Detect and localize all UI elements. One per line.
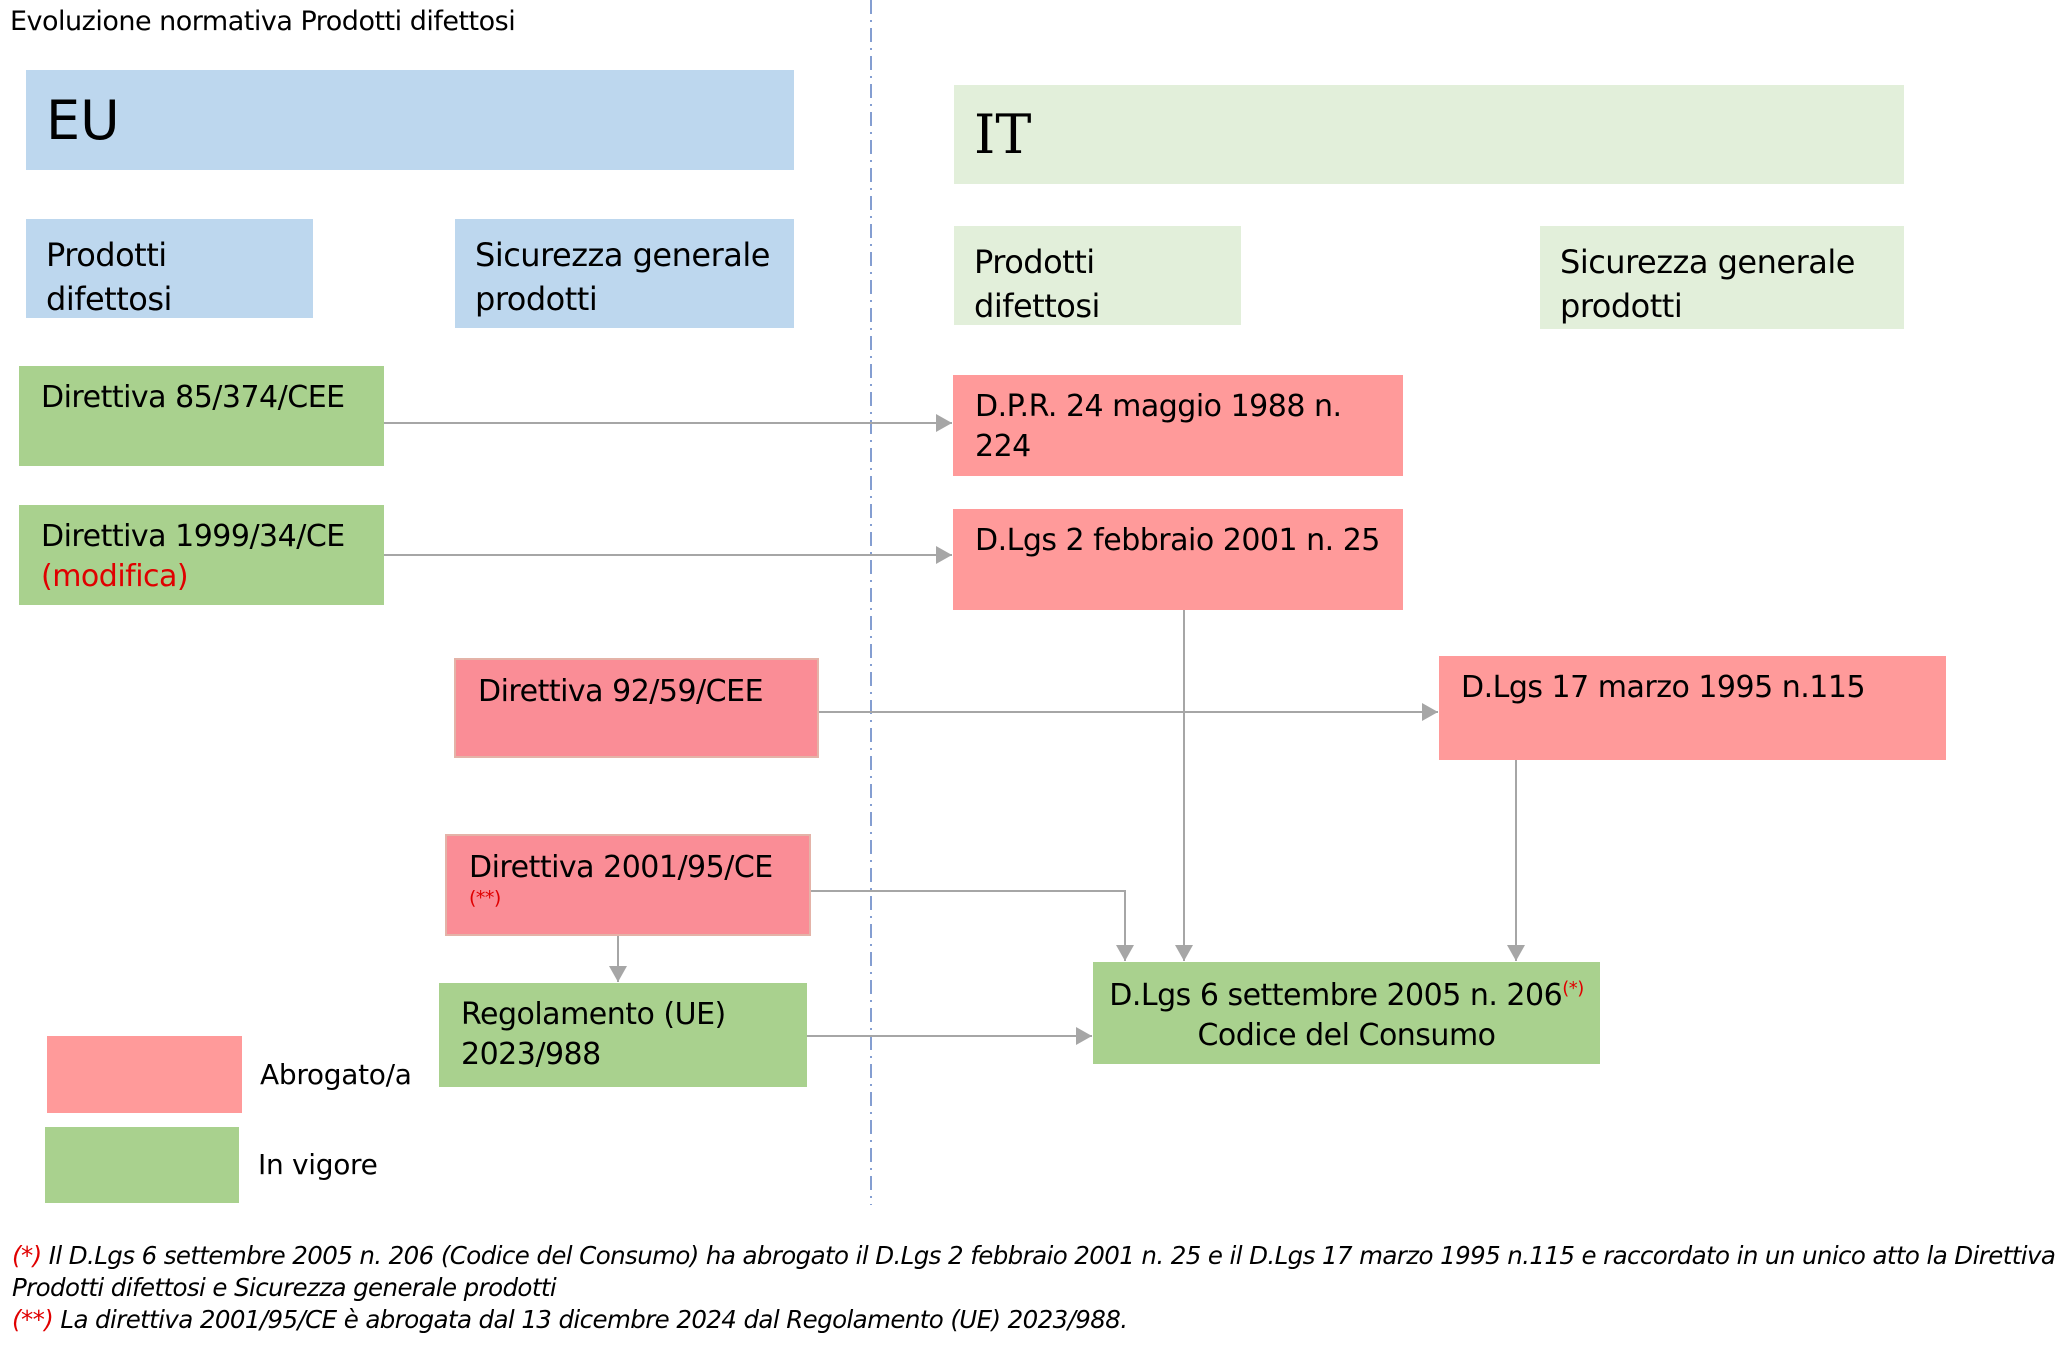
eu-category-sicurezza-generale: Sicurezza generale prodotti (455, 219, 794, 328)
node-text: D.Lgs 17 marzo 1995 n.115 (1461, 670, 1866, 705)
node-direttiva-1999-34: Direttiva 1999/34/CE (modifica) (19, 505, 384, 605)
node-text: Direttiva 92/59/CEE (478, 674, 764, 709)
node-text: D.Lgs 2 febbraio 2001 n. 25 (975, 523, 1380, 558)
page-title: Evoluzione normativa Prodotti difettosi (10, 6, 516, 37)
eu-category-prodotti-difettosi: Prodotti difettosi (26, 219, 313, 318)
it-category-prodotti-difettosi: Prodotti difettosi (954, 226, 1241, 325)
node-direttiva-92-59: Direttiva 92/59/CEE (454, 658, 819, 758)
footnote-ref-star: (*) (1562, 978, 1584, 999)
node-text-line2: 2023/988 (461, 1037, 601, 1072)
node-text-line2: 224 (975, 429, 1031, 464)
node-text: Direttiva 1999/34/CE (41, 519, 345, 554)
footnote-double-star: (**) La direttiva 2001/95/CE è abrogata … (12, 1304, 2062, 1336)
eu-header: EU (26, 70, 794, 170)
node-direttiva-85-374: Direttiva 85/374/CEE (19, 366, 384, 466)
node-direttiva-2001-95: Direttiva 2001/95/CE (**) (445, 834, 811, 936)
legend-label-abrogato: Abrogato/a (260, 1058, 412, 1091)
legend-swatch-abrogato (47, 1036, 242, 1113)
footnote-text: Il D.Lgs 6 settembre 2005 n. 206 (Codice… (12, 1241, 2056, 1302)
legend-label-in-vigore: In vigore (258, 1148, 378, 1181)
it-category-sicurezza-generale: Sicurezza generale prodotti (1540, 226, 1904, 329)
node-text-line2: Codice del Consumo (1197, 1018, 1496, 1053)
node-text-line1: D.Lgs 6 settembre 2005 n. 206 (1109, 978, 1563, 1013)
node-dlgs-2001: D.Lgs 2 febbraio 2001 n. 25 (953, 509, 1403, 610)
footnote-star: (*) Il D.Lgs 6 settembre 2005 n. 206 (Co… (12, 1240, 2062, 1304)
legend-swatch-in-vigore (45, 1127, 239, 1203)
node-text-line1: Regolamento (UE) (461, 997, 726, 1032)
modifica-note: (modifica) (41, 559, 189, 594)
node-text-line1: D.P.R. 24 maggio 1988 n. (975, 389, 1342, 424)
footnote-marker: (**) (12, 1305, 54, 1334)
eu-header-label: EU (46, 88, 120, 152)
node-dpr-1988: D.P.R. 24 maggio 1988 n. 224 (953, 375, 1403, 476)
it-header: IT (954, 85, 1904, 184)
node-dlgs-2005-codice-consumo: D.Lgs 6 settembre 2005 n. 206(*) Codice … (1093, 962, 1600, 1064)
node-regolamento-2023-988: Regolamento (UE) 2023/988 (439, 983, 807, 1087)
node-text: Direttiva 2001/95/CE (469, 850, 773, 885)
node-text: Direttiva 85/374/CEE (41, 380, 345, 415)
node-dlgs-1995: D.Lgs 17 marzo 1995 n.115 (1439, 656, 1946, 760)
footnote-marker: (*) (12, 1241, 42, 1270)
footnotes: (*) Il D.Lgs 6 settembre 2005 n. 206 (Co… (12, 1240, 2062, 1336)
footnote-ref-double-star: (**) (469, 887, 501, 909)
footnote-text: La direttiva 2001/95/CE è abrogata dal 1… (53, 1305, 1128, 1334)
it-header-label: IT (974, 103, 1032, 166)
